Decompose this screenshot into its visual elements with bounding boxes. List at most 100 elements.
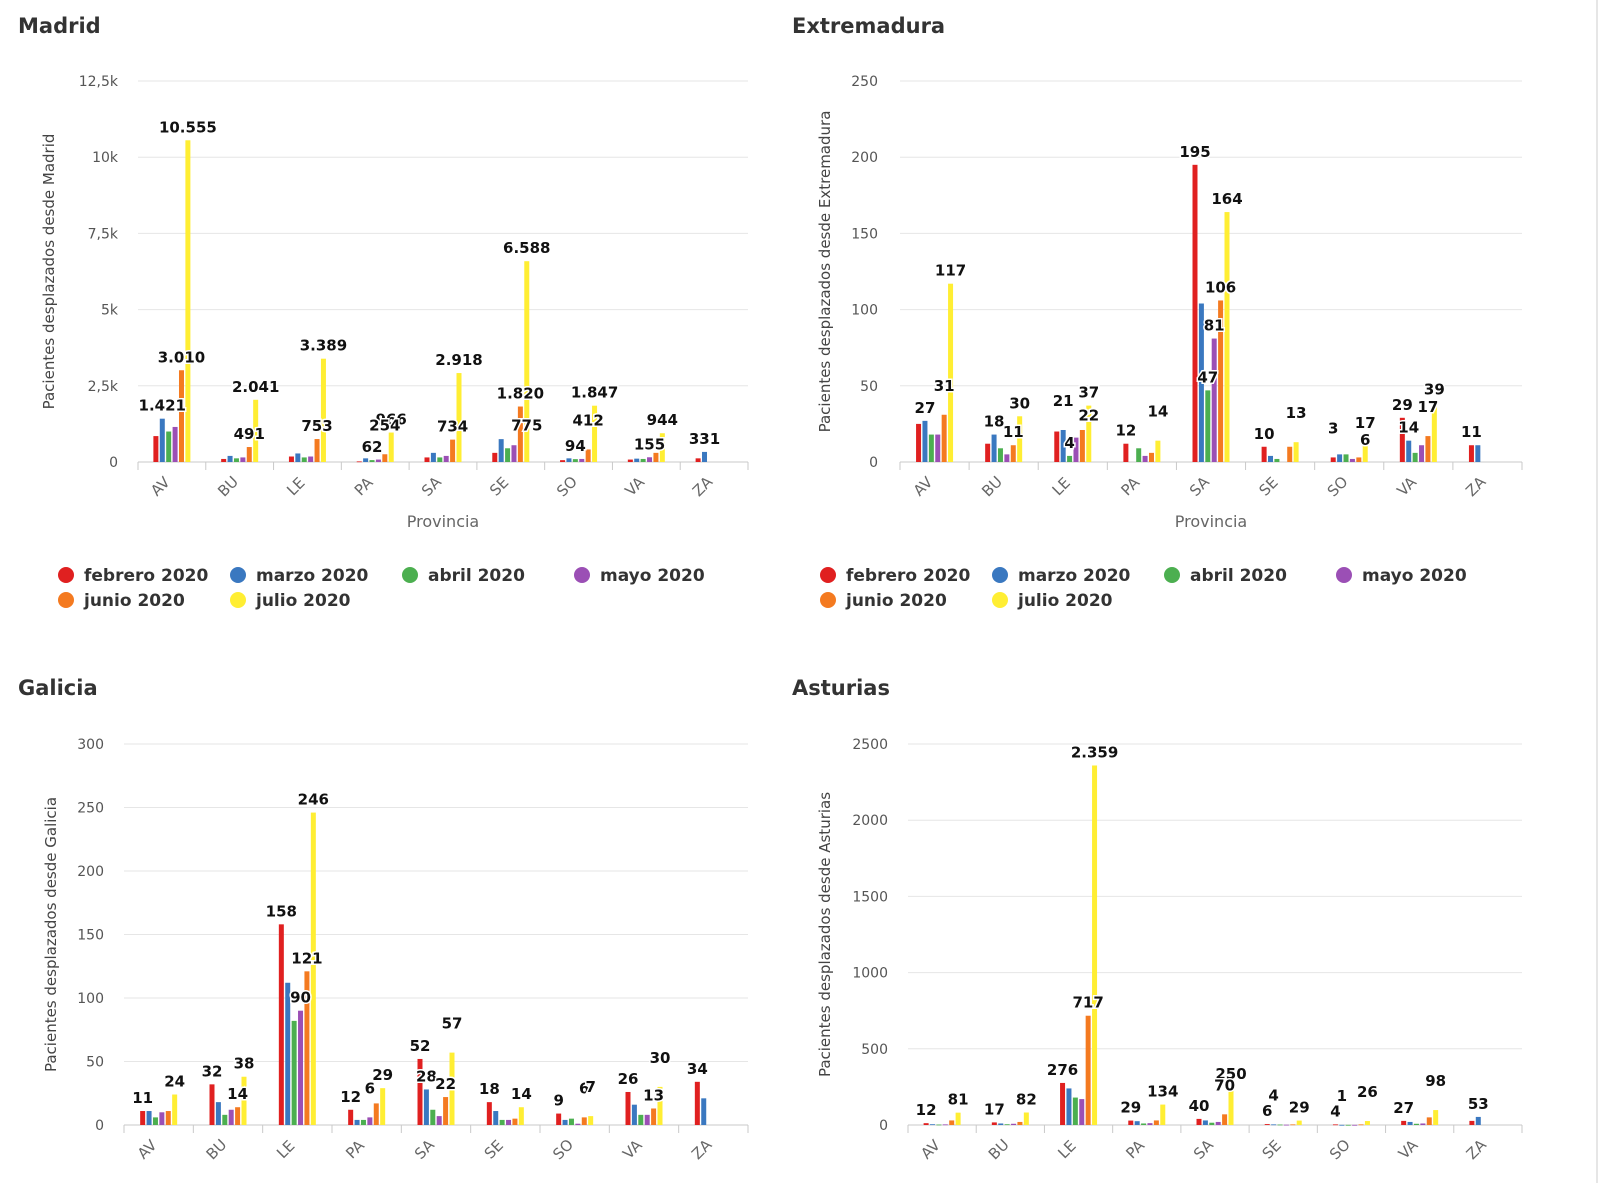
bar-so-junio-2020[interactable] (1356, 457, 1362, 462)
bar-le-junio-2020[interactable] (1085, 1015, 1091, 1125)
bar-so-julio-2020[interactable] (592, 405, 598, 462)
bar-sa-febrero-2020[interactable] (1196, 1118, 1202, 1125)
bar-bu-julio-2020[interactable] (241, 1076, 247, 1125)
bar-pa-abril-2020[interactable] (1141, 1123, 1147, 1125)
bar-pa-marzo-2020[interactable] (1134, 1121, 1140, 1125)
bar-le-junio-2020[interactable] (314, 439, 320, 462)
bar-av-julio-2020[interactable] (172, 1094, 178, 1125)
bar-sa-mayo-2020[interactable] (443, 455, 449, 462)
bar-se-marzo-2020[interactable] (493, 1111, 499, 1125)
bar-se-mayo-2020[interactable] (511, 445, 517, 462)
bar-sa-abril-2020[interactable] (430, 1109, 436, 1125)
bar-bu-marzo-2020[interactable] (215, 1102, 221, 1125)
bar-sa-abril-2020[interactable] (1209, 1122, 1215, 1125)
bar-se-junio-2020[interactable] (1290, 1124, 1296, 1126)
legend-item-marzo-2020[interactable]: marzo 2020 (992, 566, 1131, 586)
bar-le-marzo-2020[interactable] (1066, 1088, 1072, 1125)
bar-va-abril-2020[interactable] (638, 1114, 644, 1125)
bar-va-febrero-2020[interactable] (625, 1091, 631, 1125)
bar-bu-febrero-2020[interactable] (221, 458, 227, 462)
bar-le-febrero-2020[interactable] (278, 924, 284, 1125)
bar-pa-junio-2020[interactable] (373, 1103, 379, 1125)
bar-av-marzo-2020[interactable] (922, 420, 928, 462)
bar-va-mayo-2020[interactable] (647, 457, 653, 462)
bar-va-marzo-2020[interactable] (634, 458, 640, 462)
bar-bu-junio-2020[interactable] (1010, 445, 1016, 462)
bar-av-abril-2020[interactable] (166, 431, 172, 462)
bar-se-junio-2020[interactable] (1287, 446, 1293, 462)
bar-pa-julio-2020[interactable] (388, 432, 394, 462)
bar-av-junio-2020[interactable] (178, 370, 184, 462)
bar-pa-julio-2020[interactable] (1155, 440, 1161, 462)
bar-pa-julio-2020[interactable] (380, 1088, 386, 1125)
bar-sa-marzo-2020[interactable] (430, 452, 436, 462)
bar-sa-junio-2020[interactable] (450, 439, 456, 462)
bar-pa-mayo-2020[interactable] (375, 459, 381, 462)
bar-pa-febrero-2020[interactable] (348, 1109, 354, 1125)
bar-av-junio-2020[interactable] (165, 1111, 171, 1125)
bar-pa-febrero-2020[interactable] (1128, 1120, 1134, 1125)
bar-va-julio-2020[interactable] (657, 1086, 663, 1125)
bar-bu-julio-2020[interactable] (253, 399, 259, 462)
bar-bu-febrero-2020[interactable] (985, 443, 991, 462)
bar-sa-febrero-2020[interactable] (417, 1058, 423, 1125)
bar-pa-febrero-2020[interactable] (356, 461, 362, 463)
legend-item-febrero-2020[interactable]: febrero 2020 (58, 566, 208, 586)
bar-le-mayo-2020[interactable] (298, 1010, 304, 1125)
bar-le-julio-2020[interactable] (1092, 765, 1098, 1125)
bar-sa-junio-2020[interactable] (443, 1097, 449, 1125)
bar-le-abril-2020[interactable] (301, 457, 307, 462)
bar-va-julio-2020[interactable] (1431, 402, 1437, 462)
bar-za-marzo-2020[interactable] (702, 451, 708, 462)
bar-sa-mayo-2020[interactable] (436, 1116, 442, 1125)
bar-za-febrero-2020[interactable] (1469, 1120, 1475, 1125)
bar-pa-marzo-2020[interactable] (363, 458, 369, 462)
bar-va-abril-2020[interactable] (1413, 1123, 1419, 1125)
bar-bu-mayo-2020[interactable] (228, 1109, 234, 1125)
bar-le-abril-2020[interactable] (1072, 1097, 1078, 1125)
bar-se-febrero-2020[interactable] (486, 1102, 492, 1125)
bar-av-mayo-2020[interactable] (159, 1112, 165, 1125)
bar-pa-mayo-2020[interactable] (1147, 1123, 1153, 1125)
bar-va-junio-2020[interactable] (651, 1108, 657, 1125)
bar-le-abril-2020[interactable] (291, 1020, 297, 1125)
legend-item-julio-2020[interactable]: julio 2020 (230, 591, 351, 611)
bar-va-febrero-2020[interactable] (1399, 417, 1405, 462)
legend-item-mayo-2020[interactable]: mayo 2020 (574, 566, 705, 586)
bar-le-febrero-2020[interactable] (1060, 1082, 1066, 1125)
bar-pa-abril-2020[interactable] (369, 460, 375, 462)
bar-se-abril-2020[interactable] (1277, 1124, 1283, 1126)
bar-pa-abril-2020[interactable] (1136, 448, 1142, 462)
bar-so-marzo-2020[interactable] (566, 458, 572, 462)
bar-va-abril-2020[interactable] (640, 458, 646, 462)
bar-se-febrero-2020[interactable] (1264, 1124, 1270, 1125)
bar-se-mayo-2020[interactable] (1283, 1124, 1289, 1126)
bar-so-abril-2020[interactable] (1345, 1124, 1351, 1126)
bar-sa-abril-2020[interactable] (437, 457, 443, 462)
bar-bu-mayo-2020[interactable] (1011, 1123, 1017, 1125)
bar-va-mayo-2020[interactable] (1419, 445, 1425, 462)
bar-av-julio-2020[interactable] (948, 283, 954, 462)
bar-va-julio-2020[interactable] (659, 433, 665, 462)
bar-sa-abril-2020[interactable] (1205, 390, 1211, 462)
bar-so-abril-2020[interactable] (568, 1118, 574, 1125)
bar-so-febrero-2020[interactable] (1330, 457, 1336, 462)
bar-za-febrero-2020[interactable] (694, 1081, 700, 1125)
bar-le-mayo-2020[interactable] (1073, 437, 1079, 462)
bar-le-febrero-2020[interactable] (1054, 431, 1060, 462)
bar-so-julio-2020[interactable] (1364, 1121, 1370, 1125)
bar-sa-julio-2020[interactable] (1228, 1086, 1234, 1125)
bar-se-marzo-2020[interactable] (1271, 1124, 1277, 1126)
bar-se-abril-2020[interactable] (505, 448, 511, 462)
bar-sa-febrero-2020[interactable] (424, 457, 430, 462)
bar-av-mayo-2020[interactable] (172, 426, 178, 462)
bar-pa-junio-2020[interactable] (1153, 1120, 1159, 1125)
bar-za-marzo-2020[interactable] (701, 1098, 707, 1125)
bar-bu-mayo-2020[interactable] (1004, 454, 1010, 462)
bar-sa-marzo-2020[interactable] (1202, 1120, 1208, 1125)
bar-bu-junio-2020[interactable] (235, 1107, 241, 1125)
bar-le-marzo-2020[interactable] (295, 453, 301, 462)
bar-le-junio-2020[interactable] (304, 971, 310, 1125)
bar-bu-abril-2020[interactable] (997, 448, 1003, 462)
bar-bu-febrero-2020[interactable] (209, 1084, 215, 1125)
